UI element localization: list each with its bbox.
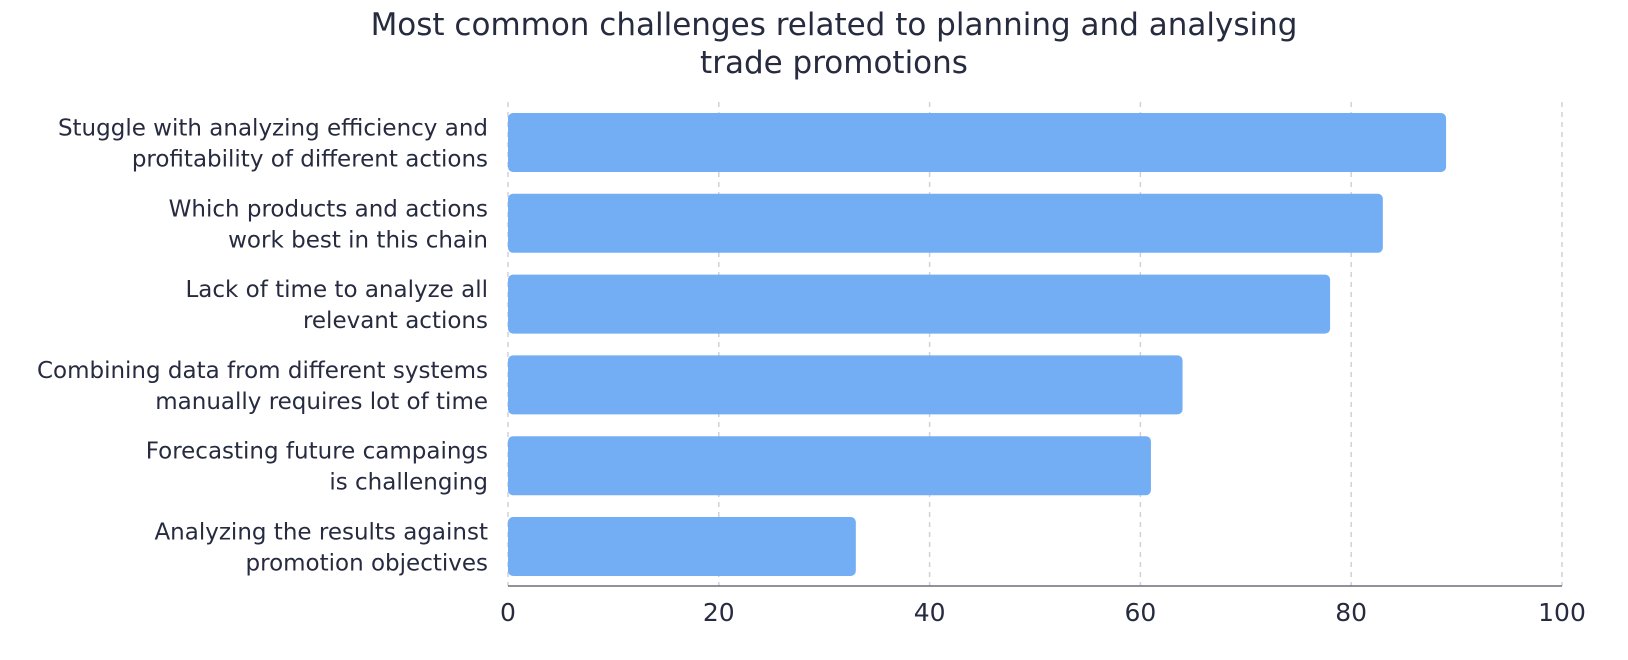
- chart-title-line-2: trade promotions: [700, 45, 968, 81]
- bar-1: [508, 113, 1447, 172]
- chart-title-line-1: Most common challenges related to planni…: [371, 7, 1298, 43]
- category-label-line: Stuggle with analyzing efficiency and: [58, 116, 488, 142]
- category-label-2: Which products and actions work best in t…: [169, 196, 488, 253]
- bar-4: [508, 355, 1183, 415]
- category-label-5: Forecasting future campaings is challengi…: [146, 439, 488, 496]
- category-label-line: Which products and actions: [169, 196, 488, 222]
- x-tick-label-80: 80: [1335, 598, 1367, 627]
- category-label-line: manually requires lot of time: [155, 389, 488, 415]
- x-axis: 0 20 40 60 80 100: [500, 585, 1586, 627]
- category-label-1: Stuggle with analyzing efficiency and pro…: [58, 116, 488, 173]
- gridlines: [507, 102, 1563, 586]
- bar-5: [508, 436, 1151, 496]
- category-label-line: profitability of different actions: [132, 147, 488, 173]
- category-label-line: work best in this chain: [228, 227, 488, 253]
- category-label-line: promotion objectives: [246, 551, 488, 577]
- category-label-6: Analyzing the results against promotion o…: [154, 520, 488, 577]
- category-label-line: Analyzing the results against: [154, 520, 488, 546]
- category-labels: Stuggle with analyzing efficiency and pro…: [37, 116, 488, 577]
- category-label-line: Lack of time to analyze all: [185, 277, 488, 303]
- bars: [508, 113, 1447, 576]
- x-tick-label-20: 20: [703, 598, 735, 627]
- category-label-line: Combining data from different systems: [37, 358, 488, 384]
- x-tick-label-60: 60: [1124, 598, 1156, 627]
- bar-6: [508, 517, 856, 576]
- category-label-line: Forecasting future campaings: [146, 439, 488, 465]
- category-label-4: Combining data from different systems man…: [37, 358, 488, 415]
- bar-2: [508, 193, 1383, 253]
- category-label-line: relevant actions: [303, 308, 488, 334]
- x-tick-label-100: 100: [1538, 598, 1586, 627]
- category-label-line: is challenging: [329, 470, 488, 496]
- x-tick-label-40: 40: [914, 598, 946, 627]
- category-label-3: Lack of time to analyze all relevant acti…: [185, 277, 488, 334]
- x-tick-label-0: 0: [500, 598, 516, 627]
- bar-3: [508, 274, 1331, 334]
